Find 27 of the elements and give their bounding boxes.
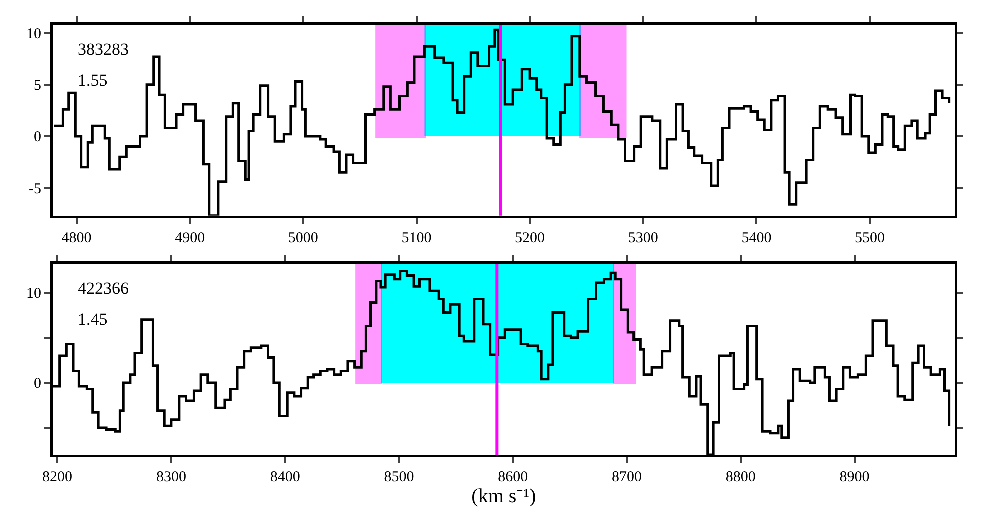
x-tick-label: 5400	[742, 230, 772, 246]
y-tick-label: 5	[34, 78, 42, 94]
annotation: 1.45	[78, 310, 108, 329]
y-tick-label: 0	[34, 376, 42, 392]
annotation: 383283	[78, 40, 129, 59]
x-tick-label: 8400	[270, 470, 300, 486]
y-tick-label: 10	[26, 26, 42, 43]
y-tick-label: -5	[29, 181, 42, 198]
y-tick-label: 0	[34, 130, 42, 146]
x-tick-label: 5100	[402, 230, 432, 246]
x-tick-label: 8200	[42, 470, 73, 486]
x-tick-label: 8300	[156, 470, 186, 486]
annotation: 422366	[78, 279, 129, 298]
x-tick-label: 5500	[855, 230, 886, 246]
x-tick-label: 8900	[840, 470, 870, 486]
x-tick-label: 4800	[62, 230, 92, 246]
annotation: 1.55	[78, 71, 108, 90]
x-tick-label: 5000	[288, 230, 318, 246]
x-tick-label: 8600	[498, 470, 528, 486]
x-tick-label: 5200	[515, 230, 546, 246]
x-tick-label: 8500	[384, 470, 414, 486]
x-tick-label: 8800	[726, 470, 756, 486]
y-tick-label: 10	[26, 286, 42, 302]
x-axis-title: (km s⁻¹)	[472, 486, 536, 508]
x-tick-label: 5300	[628, 230, 658, 246]
x-tick-label: 8700	[612, 470, 642, 486]
x-tick-label: 4900	[175, 230, 206, 246]
